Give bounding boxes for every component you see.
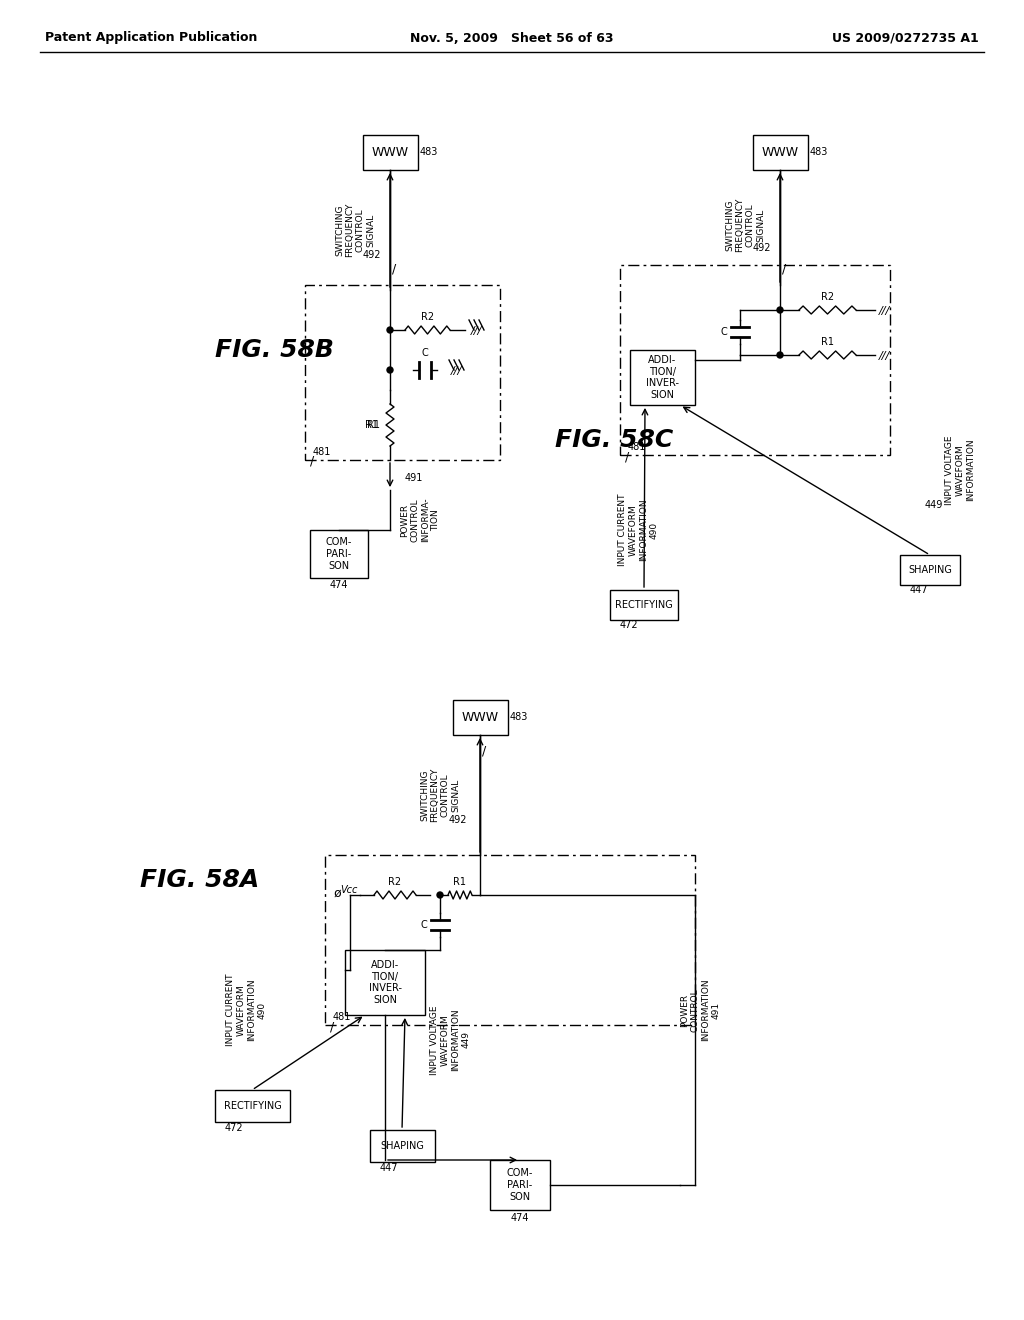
Bar [310, 531, 368, 578]
Text: 483: 483 [510, 711, 528, 722]
Bar [370, 1130, 435, 1162]
Text: ø: ø [333, 887, 341, 899]
Text: FIG. 58C: FIG. 58C [555, 428, 673, 451]
Circle shape [777, 352, 783, 358]
Text: Vcc: Vcc [340, 884, 357, 895]
Text: 492: 492 [449, 814, 467, 825]
Text: COM-
PARI-
SON: COM- PARI- SON [326, 537, 352, 570]
Text: RECTIFYING: RECTIFYING [615, 601, 673, 610]
Circle shape [777, 308, 783, 313]
Text: 491: 491 [406, 473, 423, 483]
Text: INPUT VOLTAGE
WAVEFORM
INFORMATION: INPUT VOLTAGE WAVEFORM INFORMATION [945, 436, 975, 504]
Text: SWITCHING
FREQUENCY
CONTROL
SIGNAL: SWITCHING FREQUENCY CONTROL SIGNAL [335, 203, 375, 257]
Text: POWER
CONTROL
INFORMATION
491: POWER CONTROL INFORMATION 491 [680, 978, 720, 1041]
Text: 447: 447 [380, 1163, 398, 1173]
Text: ///: /// [471, 326, 482, 337]
Circle shape [387, 327, 393, 333]
Text: /: / [482, 744, 486, 758]
Text: 492: 492 [362, 249, 381, 260]
Text: R2: R2 [421, 312, 434, 322]
Text: INPUT VOLTAGE
WAVEFORM
INFORMATION
449: INPUT VOLTAGE WAVEFORM INFORMATION 449 [430, 1006, 470, 1074]
Text: ///: /// [879, 306, 890, 315]
Text: R2: R2 [388, 876, 401, 887]
Text: 483: 483 [810, 147, 828, 157]
Text: 481: 481 [333, 1012, 351, 1022]
Text: ///: /// [451, 366, 462, 376]
Text: US 2009/0272735 A1: US 2009/0272735 A1 [833, 32, 979, 45]
Text: WWW: WWW [372, 147, 409, 158]
Text: R1: R1 [365, 420, 378, 430]
Bar [490, 1160, 550, 1210]
Text: SHAPING: SHAPING [908, 565, 952, 576]
Bar [345, 950, 425, 1015]
Text: ADDI-
TION/
INVER-
SION: ADDI- TION/ INVER- SION [646, 355, 679, 400]
Text: FIG. 58A: FIG. 58A [140, 869, 259, 892]
Text: 492: 492 [753, 243, 771, 253]
Text: POWER
CONTROL
INFORMA-
TION: POWER CONTROL INFORMA- TION [400, 498, 440, 543]
Text: FIG. 58B: FIG. 58B [215, 338, 334, 362]
Bar [630, 350, 695, 405]
Bar [215, 1090, 290, 1122]
Circle shape [437, 892, 443, 898]
Text: 474: 474 [511, 1213, 529, 1224]
Text: Patent Application Publication: Patent Application Publication [45, 32, 257, 45]
Text: C: C [422, 348, 428, 358]
Text: 472: 472 [225, 1123, 244, 1133]
Text: R1: R1 [821, 337, 834, 347]
Text: RECTIFYING: RECTIFYING [223, 1101, 282, 1111]
Circle shape [387, 367, 393, 374]
Bar [620, 265, 890, 455]
Text: ADDI-
TION/
INVER-
SION: ADDI- TION/ INVER- SION [369, 960, 401, 1005]
Text: Nov. 5, 2009   Sheet 56 of 63: Nov. 5, 2009 Sheet 56 of 63 [411, 32, 613, 45]
Text: 483: 483 [420, 147, 438, 157]
Bar [305, 285, 500, 459]
Text: 481: 481 [628, 442, 646, 451]
Text: INPUT CURRENT
WAVEFORM
INFORMATION
490: INPUT CURRENT WAVEFORM INFORMATION 490 [617, 494, 658, 566]
Text: 481: 481 [313, 447, 332, 457]
Text: R1: R1 [367, 420, 380, 430]
Text: /: / [782, 261, 786, 275]
Text: WWW: WWW [462, 711, 499, 723]
Bar [362, 135, 418, 170]
Text: INPUT CURRENT
WAVEFORM
INFORMATION
490: INPUT CURRENT WAVEFORM INFORMATION 490 [226, 974, 266, 1047]
Text: 474: 474 [330, 579, 348, 590]
Text: C: C [720, 327, 727, 337]
Text: 472: 472 [620, 620, 639, 630]
Bar [453, 700, 508, 735]
Text: 449: 449 [925, 500, 943, 510]
Text: /: / [310, 455, 314, 469]
Text: R1: R1 [454, 876, 467, 887]
Text: SHAPING: SHAPING [381, 1140, 424, 1151]
Text: R2: R2 [821, 292, 835, 302]
Text: SWITCHING
FREQUENCY
CONTROL
SIGNAL: SWITCHING FREQUENCY CONTROL SIGNAL [725, 198, 765, 252]
Text: /: / [392, 261, 396, 275]
Text: COM-
PARI-
SON: COM- PARI- SON [507, 1168, 534, 1201]
Text: /: / [330, 1020, 334, 1034]
Text: /: / [625, 450, 630, 463]
Text: SWITCHING
FREQUENCY
CONTROL
SIGNAL: SWITCHING FREQUENCY CONTROL SIGNAL [420, 768, 460, 822]
Bar [325, 855, 695, 1026]
Bar [900, 554, 961, 585]
Text: 447: 447 [910, 585, 929, 595]
Bar [753, 135, 808, 170]
Text: ///: /// [879, 351, 890, 360]
Text: C: C [420, 920, 427, 931]
Text: WWW: WWW [762, 147, 799, 158]
Bar [610, 590, 678, 620]
